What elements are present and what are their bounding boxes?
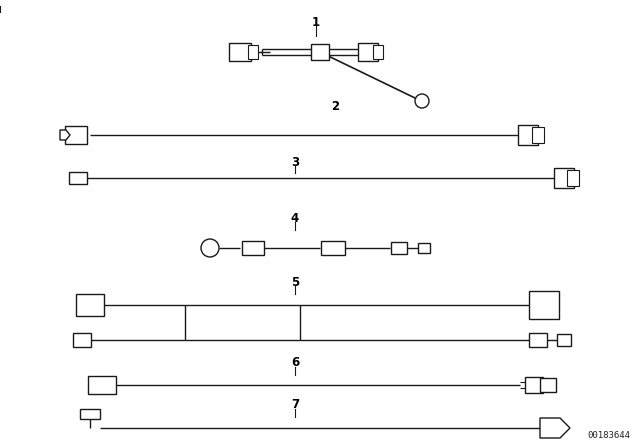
Bar <box>373 45 383 59</box>
Bar <box>80 409 100 419</box>
Text: 4: 4 <box>291 211 299 224</box>
Text: 6: 6 <box>291 357 299 370</box>
Bar <box>540 378 556 392</box>
Bar <box>311 44 329 60</box>
Bar <box>554 168 574 188</box>
Bar <box>242 241 264 255</box>
Bar <box>65 126 87 144</box>
Bar <box>557 334 571 346</box>
Bar <box>73 333 91 347</box>
Bar <box>529 333 547 347</box>
Text: 3: 3 <box>291 155 299 168</box>
Bar <box>529 291 559 319</box>
Polygon shape <box>540 418 570 438</box>
Circle shape <box>201 239 219 257</box>
Bar <box>248 45 258 59</box>
Bar <box>391 242 407 254</box>
Bar <box>88 376 116 394</box>
Bar <box>518 125 538 145</box>
Bar <box>76 294 104 316</box>
Bar <box>229 43 251 61</box>
Circle shape <box>415 94 429 108</box>
Bar <box>525 377 543 393</box>
Bar <box>418 243 430 253</box>
Text: 7: 7 <box>291 399 299 412</box>
Bar <box>69 172 87 184</box>
Text: 2: 2 <box>331 99 339 112</box>
Text: 1: 1 <box>312 16 320 29</box>
Text: 00183644: 00183644 <box>587 431 630 440</box>
Bar <box>321 241 345 255</box>
Bar <box>532 127 544 143</box>
Bar <box>567 170 579 186</box>
Text: 5: 5 <box>291 276 299 289</box>
Polygon shape <box>60 130 70 140</box>
Bar <box>358 43 378 61</box>
